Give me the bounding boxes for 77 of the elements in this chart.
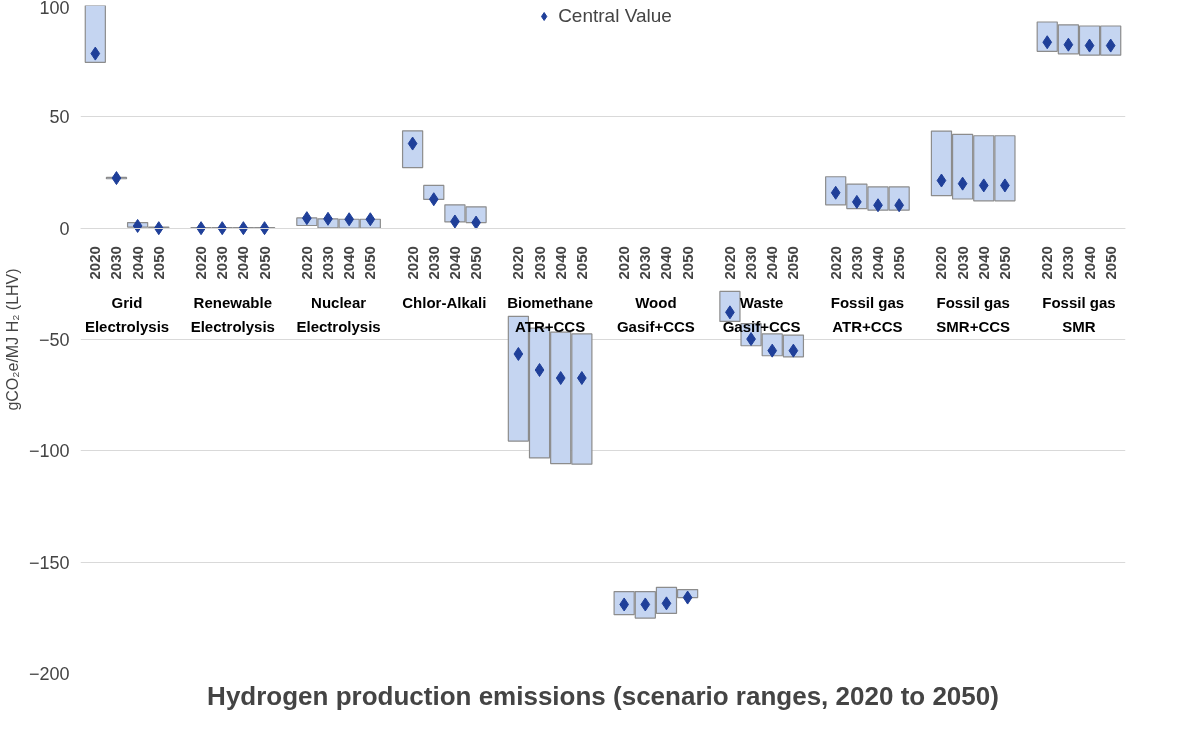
point: [978, 178, 989, 193]
x-tick-label: 2040: [551, 246, 569, 280]
x-tick-label: 2040: [869, 246, 886, 280]
point: [682, 590, 693, 605]
point: [555, 371, 566, 386]
text: Hydrogen production emissions (scenario ranges, 2020 to 2050): [207, 680, 999, 711]
y-tick-label: −150: [28, 552, 70, 573]
x-tick-label: 2050: [572, 246, 590, 280]
x-tick-label: 2020: [509, 246, 527, 280]
annotation: Fossil gas SMR+CCS: [936, 294, 1011, 335]
x-tick-label: 2050: [890, 246, 908, 280]
x-tick-label: 2030: [424, 246, 442, 280]
point: [217, 221, 228, 236]
y-tick-label: 100: [39, 0, 70, 18]
annotation: Grid Electrolysis: [84, 294, 170, 335]
x-tick-label: 2020: [1038, 246, 1056, 280]
x-tick-label: 2050: [149, 246, 167, 280]
y-tick-label: 50: [49, 107, 70, 128]
annotation: Fossil gas SMR: [1042, 294, 1116, 335]
x-tick-label: 2030: [107, 246, 125, 280]
x-tick-label: 2030: [847, 246, 865, 280]
y-tick-label: −100: [28, 441, 70, 462]
point: [132, 218, 143, 233]
x-tick-label: 2050: [255, 246, 273, 280]
point: [534, 363, 545, 378]
x-tick-label: 2030: [742, 246, 760, 280]
point: [153, 221, 164, 236]
x-tick-label: 2050: [361, 246, 379, 280]
x-tick-label: 2040: [234, 246, 252, 280]
x-tick-label: 2020: [615, 246, 633, 280]
x-tick-label: 2050: [784, 246, 802, 280]
x-tick-label: 2020: [297, 246, 315, 280]
x-tick-label: 2040: [445, 246, 463, 280]
x-tick-label: 2020: [720, 246, 738, 280]
x-tick-label: 2040: [763, 246, 781, 280]
point: [238, 221, 249, 236]
annotation: Wood Gasif+CCS: [616, 294, 695, 335]
annotation: Waste Gasif+CCS: [722, 294, 801, 335]
y-axis-title: gCO₂e/MJ H₂ (LHV): [3, 268, 21, 411]
x-tick-label: 2050: [678, 246, 696, 280]
x-tick-label: 2030: [213, 246, 231, 280]
x-tick-label: 2040: [128, 246, 146, 280]
x-tick-label: 2020: [403, 246, 421, 280]
y-tick-label: −200: [28, 664, 70, 684]
x-tick-label: 2040: [974, 246, 992, 280]
x-tick-label: 2030: [530, 246, 548, 280]
x-tick-label: 2030: [953, 246, 971, 280]
point: [957, 176, 968, 191]
annotation: Renewable Electrolysis: [190, 294, 275, 335]
x-tick-label: 2040: [340, 246, 358, 280]
y-tick-label: −50: [38, 330, 70, 350]
x-tick-label: 2020: [86, 246, 104, 280]
x-tick-label: 2040: [1080, 246, 1098, 280]
x-tick-label: 2030: [1059, 246, 1077, 280]
x-tick-label: 2050: [467, 246, 485, 280]
x-tick-label: 2050: [995, 246, 1013, 280]
point: [365, 212, 376, 227]
x-tick-label: 2020: [932, 246, 950, 280]
annotation: Chlor-Alkali: [402, 294, 487, 312]
x-tick-label: 2020: [826, 246, 844, 280]
bar: [84, 5, 106, 63]
annotation: Fossil gas ATR+CCS: [830, 294, 905, 335]
legend-label: Central Value: [558, 5, 672, 27]
annotation: Nuclear Electrolysis: [296, 294, 381, 335]
point: [259, 221, 270, 236]
x-tick-label: 2030: [319, 246, 336, 280]
x-tick-label: 2030: [636, 246, 654, 280]
x-tick-label: 2050: [1101, 246, 1119, 280]
point: [111, 171, 122, 186]
point: [90, 46, 101, 61]
annotation: Biomethane ATR+CCS: [507, 294, 594, 335]
y-tick-label: 0: [59, 218, 70, 239]
point: [513, 346, 524, 361]
x-tick-label: 2020: [192, 246, 210, 280]
bar: [401, 130, 424, 169]
point: [936, 173, 947, 188]
x-tick-label: 2040: [657, 246, 675, 280]
